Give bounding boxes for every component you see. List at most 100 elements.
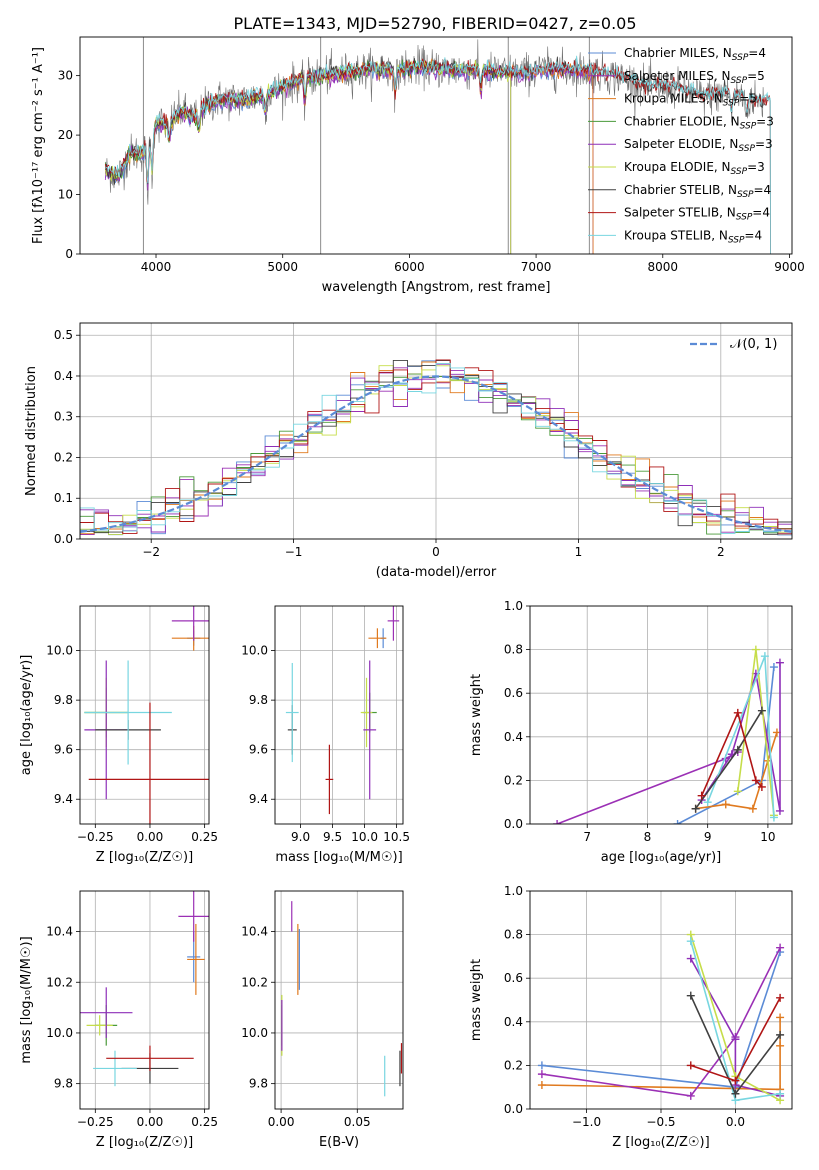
- tick-label-x: 10.5: [383, 830, 410, 844]
- tick-label-y: 10.0: [241, 1026, 268, 1040]
- tick-label-x: 0.00: [137, 830, 164, 844]
- weight-marker-chabrier_miles: [537, 1061, 546, 1070]
- tick-label-y: 9.6: [54, 743, 73, 757]
- tick-label-y: 0.2: [504, 1058, 523, 1072]
- axis-label-x: age [log₁₀(age/yr)]: [601, 850, 722, 865]
- legend-entry-kroupa_miles: Kroupa MILES, NSSP=5: [624, 92, 757, 109]
- weight-marker-kroupa_stelib: [703, 798, 712, 807]
- tick-label-y: 0.6: [504, 971, 523, 985]
- tick-label-y: 10.2: [46, 975, 73, 989]
- tick-label-y: 1.0: [504, 884, 523, 898]
- model-line-salpeter_stelib: [104, 58, 771, 254]
- tick-label-y: 0.0: [54, 532, 73, 546]
- axis-label-y: mass weight: [469, 959, 484, 1041]
- tick-label-x: 7000: [521, 260, 552, 274]
- legend-tail: =5: [747, 69, 765, 83]
- errorbar-point-salpeter_miles: [178, 891, 209, 942]
- tick-label-y: 0.2: [54, 450, 73, 464]
- axis-label-y: age [log₁₀(age/yr)]: [19, 655, 34, 776]
- tick-label-y: 30: [58, 69, 73, 83]
- legend-text: Kroupa STELIB, N: [624, 228, 728, 242]
- model-line-kroupa_stelib: [105, 55, 771, 254]
- panel-age_vs_mass: 9.0 9.5 10.0 10.5 9.4 9.6 9.8 10.0 mass [log₁₀(M…: [241, 605, 410, 865]
- weight-marker-salpeter_stelib: [757, 782, 766, 791]
- panel-spectrum: 4000 5000 6000 7000 8000 9000 0 10 20 30 wavelengt…: [31, 36, 805, 295]
- tick-label-x: 9.0: [291, 830, 310, 844]
- axes-frame: [79, 322, 793, 540]
- legend-sub: SSP: [737, 190, 754, 200]
- plot-area: [80, 323, 792, 539]
- legend-sub: SSP: [740, 121, 757, 131]
- axis-label-x: (data-model)/error: [376, 565, 497, 580]
- tick-label-x: 8: [644, 830, 652, 844]
- plot-area: [530, 891, 792, 1109]
- tick-label-x: 9: [704, 830, 712, 844]
- errorbar-point-salpeter_stelib: [106, 1045, 194, 1071]
- tick-label-x: 4000: [141, 260, 172, 274]
- tick-label-y: 0.4: [504, 1015, 523, 1029]
- tick-label-y: 0.4: [504, 730, 523, 744]
- weight-marker-kroupa_stelib: [769, 813, 778, 822]
- errorbar-point-salpeter_miles: [171, 606, 209, 641]
- tick-label-y: 10.4: [241, 925, 268, 939]
- tick-label-y: 0.8: [504, 643, 523, 657]
- tick-label-x: 10.0: [351, 830, 378, 844]
- tick-label-x: 2: [717, 545, 725, 559]
- tick-label-x: 7: [583, 830, 591, 844]
- legend-entry-chabrier_stelib: Chabrier STELIB, NSSP=4: [624, 183, 771, 200]
- axes-frame: [79, 890, 210, 1110]
- tick-label-x: 0.0: [726, 1115, 745, 1129]
- errorbar-point-salpeter_miles: [387, 606, 400, 641]
- tick-label-y: 0.4: [54, 369, 73, 383]
- weight-marker-chabrier_miles: [769, 663, 778, 672]
- panel-weight_vs_z: −1.0 −0.5 0.0 0.0 0.2 0.4 0.6 0.8 1.0 Z [log₁₀(Z/…: [469, 884, 793, 1150]
- axis-label-y: Normed distribution: [24, 366, 39, 496]
- histogram-kroupa_stelib: [80, 362, 792, 539]
- tick-label-y: 10.2: [241, 975, 268, 989]
- axes-frame: [529, 605, 793, 825]
- plot-area: [80, 606, 209, 824]
- gaussian-legend-label: 𝒩(0, 1): [730, 337, 777, 352]
- legend-sub: SSP: [731, 76, 748, 86]
- legend-tail: =5: [739, 92, 757, 106]
- tick-label-y: 0.5: [54, 328, 73, 342]
- weight-marker-salpeter_elodie: [731, 1035, 740, 1044]
- tick-label-x: 0.00: [268, 1115, 295, 1129]
- tick-label-x: −0.5: [646, 1115, 675, 1129]
- weight-marker-chabrier_stelib: [691, 804, 700, 813]
- errorbar-point-salpeter_elodie: [80, 987, 133, 1039]
- panel-mass_vs_z: −0.25 0.00 0.25 9.8 10.0 10.2 10.4 Z [log₁₀(Z/Z…: [19, 890, 218, 1150]
- tick-label-y: 9.4: [249, 792, 268, 806]
- weight-marker-salpeter_stelib: [733, 708, 742, 717]
- errorbar-point-kroupa_stelib: [93, 1050, 137, 1087]
- gaussian-curve: [80, 375, 792, 533]
- weight-line-salpeter_stelib: [700, 710, 763, 797]
- tick-label-y: 0: [65, 247, 73, 261]
- tick-label-x: −0.25: [77, 830, 114, 844]
- tick-label-y: 9.8: [54, 693, 73, 707]
- legend-tail: =3: [747, 160, 765, 174]
- legend-text: Kroupa MILES, N: [624, 92, 723, 106]
- weight-marker-chabrier_stelib: [686, 991, 695, 1000]
- axis-label-x: wavelength [Angstrom, rest frame]: [322, 280, 551, 295]
- tick-label-y: 9.6: [249, 743, 268, 757]
- tick-label-y: 0.0: [504, 817, 523, 831]
- tick-label-y: 0.6: [504, 686, 523, 700]
- tick-label-y: 9.8: [54, 1077, 73, 1091]
- weight-marker-kroupa_stelib: [686, 937, 695, 946]
- legend-text: Salpeter STELIB, N: [624, 206, 736, 220]
- tick-label-y: 0.2: [504, 773, 523, 787]
- legend-sub: SSP: [728, 235, 745, 245]
- weight-marker-chabrier_stelib: [733, 745, 742, 754]
- weight-marker-kroupa_miles: [748, 804, 757, 813]
- model-line-salpeter_elodie: [104, 62, 512, 254]
- tick-label-x: 0.25: [191, 1115, 218, 1129]
- legend-tail: =4: [748, 46, 766, 60]
- weight-marker-salpeter_stelib: [776, 993, 785, 1002]
- legend-entry-salpeter_stelib: Salpeter STELIB, NSSP=4: [624, 206, 770, 223]
- axis-label-y: mass weight: [469, 674, 484, 756]
- legend-text: Kroupa ELODIE, N: [624, 160, 731, 174]
- axis-label-x: Z [log₁₀(Z/Z☉)]: [612, 1135, 709, 1150]
